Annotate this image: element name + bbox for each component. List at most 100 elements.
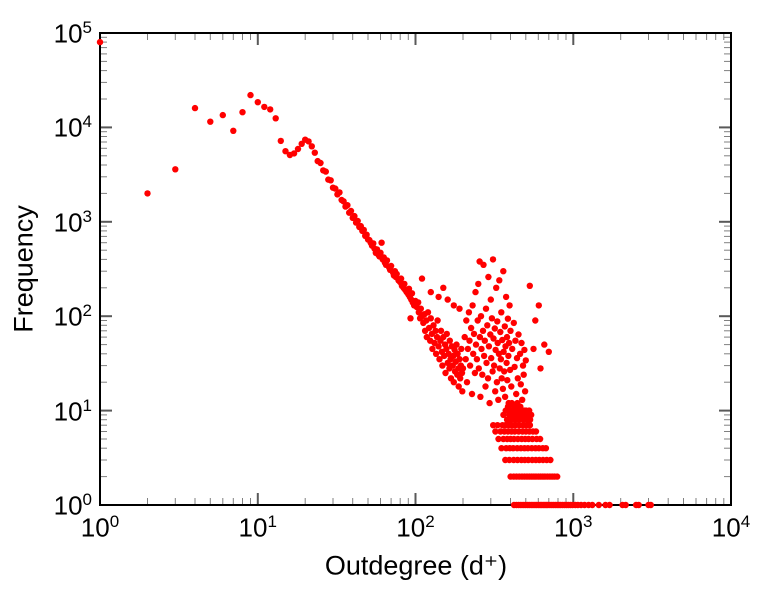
data-point bbox=[503, 333, 511, 341]
data-point bbox=[440, 284, 447, 291]
data-point bbox=[267, 106, 274, 113]
data-point bbox=[488, 354, 495, 362]
axis-ticks bbox=[99, 32, 732, 506]
data-point bbox=[554, 473, 561, 480]
data-point bbox=[459, 365, 467, 372]
data-point bbox=[519, 362, 527, 369]
data-point bbox=[521, 388, 529, 395]
data-point bbox=[501, 323, 508, 330]
data-point bbox=[434, 317, 441, 324]
data-point bbox=[494, 318, 501, 325]
data-point bbox=[521, 346, 528, 354]
data-point bbox=[477, 313, 485, 320]
x-tick-label: 103 bbox=[554, 512, 593, 543]
data-point bbox=[509, 345, 516, 353]
data-point bbox=[336, 189, 343, 196]
data-point bbox=[492, 428, 499, 435]
data-point bbox=[536, 435, 544, 443]
data-point bbox=[437, 327, 445, 334]
data-point bbox=[542, 445, 550, 452]
data-point bbox=[455, 383, 462, 390]
data-point bbox=[511, 363, 518, 371]
data-point bbox=[535, 302, 542, 309]
data-point bbox=[520, 371, 527, 378]
data-point bbox=[498, 445, 505, 452]
data-point bbox=[219, 111, 226, 119]
data-point bbox=[432, 350, 440, 357]
data-point bbox=[519, 396, 526, 403]
data-point bbox=[454, 350, 461, 357]
data-point bbox=[456, 305, 463, 312]
data-point bbox=[518, 339, 525, 347]
data-point bbox=[397, 275, 405, 282]
data-point bbox=[595, 501, 602, 509]
data-point bbox=[430, 322, 437, 329]
data-point bbox=[230, 127, 237, 134]
data-point bbox=[290, 150, 298, 157]
x-tick-label: 101 bbox=[238, 512, 277, 543]
data-point bbox=[503, 359, 510, 367]
data-point bbox=[517, 381, 524, 388]
data-point bbox=[647, 501, 654, 509]
data-point bbox=[443, 330, 450, 338]
data-point bbox=[497, 356, 505, 363]
data-point bbox=[496, 365, 503, 372]
data-point bbox=[515, 331, 522, 338]
data-point bbox=[622, 501, 629, 509]
data-point bbox=[498, 309, 505, 316]
data-point bbox=[473, 356, 481, 363]
data-point bbox=[417, 305, 424, 312]
data-point bbox=[456, 356, 463, 363]
data-point bbox=[470, 350, 477, 357]
data-point bbox=[377, 249, 384, 256]
data-point bbox=[458, 345, 465, 353]
data-point bbox=[479, 327, 487, 334]
data-point bbox=[332, 185, 339, 192]
data-point bbox=[435, 293, 442, 301]
data-point bbox=[383, 257, 391, 264]
x-tick-label: 100 bbox=[80, 512, 120, 543]
data-point bbox=[526, 422, 534, 429]
plot-border bbox=[99, 32, 732, 506]
data-point bbox=[470, 330, 478, 338]
data-point bbox=[547, 456, 554, 464]
x-tick-label: 102 bbox=[396, 512, 435, 543]
data-point bbox=[490, 362, 498, 369]
data-point bbox=[505, 352, 512, 360]
data-point bbox=[501, 393, 509, 400]
data-point bbox=[495, 396, 502, 403]
y-tick-label: 100 bbox=[53, 490, 92, 521]
data-point bbox=[506, 366, 514, 374]
data-point bbox=[499, 385, 507, 392]
x-tick-label: 104 bbox=[711, 512, 751, 543]
data-point bbox=[427, 288, 434, 296]
data-point bbox=[483, 359, 490, 367]
data-point bbox=[493, 284, 500, 291]
data-point bbox=[485, 343, 493, 350]
data-point bbox=[408, 290, 416, 297]
data-point bbox=[496, 277, 503, 284]
y-tick-label: 104 bbox=[53, 112, 92, 144]
data-point bbox=[497, 328, 504, 336]
data-point bbox=[516, 350, 524, 357]
data-point bbox=[492, 388, 499, 395]
data-point bbox=[528, 411, 535, 419]
data-points bbox=[96, 38, 654, 509]
data-point bbox=[435, 343, 442, 350]
data-point bbox=[502, 293, 510, 301]
data-point bbox=[475, 365, 482, 372]
data-point bbox=[272, 115, 279, 122]
data-point bbox=[491, 325, 498, 332]
data-point bbox=[635, 501, 642, 509]
data-point bbox=[500, 348, 507, 355]
data-point bbox=[207, 118, 214, 125]
data-point bbox=[508, 383, 515, 390]
data-point bbox=[453, 341, 460, 348]
data-point bbox=[463, 317, 470, 324]
data-point bbox=[468, 390, 476, 398]
data-point bbox=[589, 501, 596, 509]
data-point bbox=[532, 317, 539, 324]
data-point bbox=[387, 262, 395, 270]
data-point bbox=[450, 379, 457, 386]
